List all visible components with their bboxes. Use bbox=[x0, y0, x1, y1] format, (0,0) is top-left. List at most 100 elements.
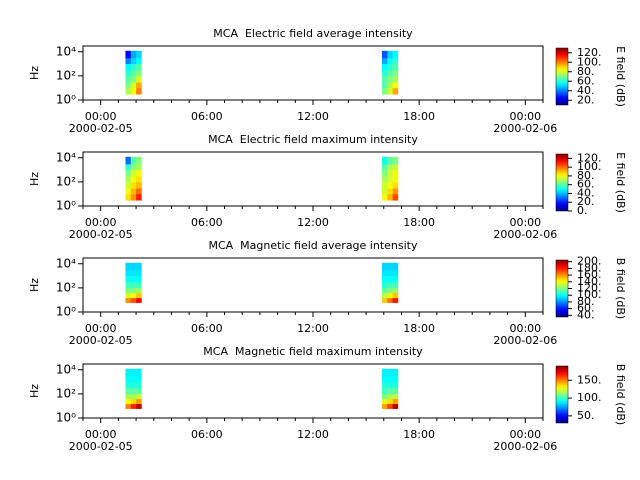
spectrogram-cell bbox=[125, 75, 132, 83]
x-tick-label: 12:00 bbox=[297, 428, 329, 441]
spectrogram-cell bbox=[125, 282, 132, 289]
x-tick-label: 18:00 bbox=[403, 110, 435, 123]
x-tick-label: 00:00 bbox=[509, 322, 541, 335]
spectrogram-cell bbox=[392, 388, 399, 395]
spectrogram-cell bbox=[125, 58, 132, 65]
colorbar-label: B field (dB) bbox=[614, 258, 627, 319]
spectrogram-cell bbox=[387, 376, 393, 383]
spectrogram-cell bbox=[125, 82, 132, 89]
x-tick-label: 06:00 bbox=[191, 428, 223, 441]
spectrogram-cell bbox=[387, 156, 393, 165]
spectrogram-cell bbox=[130, 50, 137, 59]
spectrogram-cell bbox=[130, 282, 137, 289]
spectrogram-cell bbox=[130, 388, 137, 395]
spectrogram-cell bbox=[136, 75, 142, 83]
spectrogram-cell bbox=[125, 275, 132, 283]
spectrogram-cell bbox=[136, 262, 142, 271]
spectrogram-cell bbox=[387, 169, 393, 177]
spectrogram-cell bbox=[382, 75, 388, 83]
spectrogram-cell bbox=[136, 398, 142, 405]
spectrogram-cell bbox=[130, 164, 137, 171]
spectrogram-cell bbox=[130, 82, 137, 89]
spectrogram-cell bbox=[382, 50, 388, 59]
y-tick-label: 10⁴ bbox=[56, 256, 76, 270]
colorbar-tick-label: 80. bbox=[577, 295, 595, 308]
plot-frame bbox=[82, 45, 544, 101]
spectrogram-cell bbox=[392, 169, 399, 177]
colorbar-tick-label: 200. bbox=[577, 255, 602, 268]
colorbar bbox=[555, 153, 569, 212]
spectrogram-cell bbox=[136, 193, 142, 201]
x-tick-label: 00:00 bbox=[85, 428, 117, 441]
y-axis-label: Hz bbox=[28, 278, 41, 292]
spectrogram-cell bbox=[392, 50, 399, 59]
y-tick-label: 10⁴ bbox=[56, 150, 76, 164]
spectrogram-cell bbox=[392, 188, 399, 195]
y-tick-label: 10⁴ bbox=[56, 362, 76, 376]
spectrogram-cell bbox=[130, 188, 137, 195]
y-tick-label: 10² bbox=[56, 68, 76, 82]
spectrogram-cell bbox=[392, 156, 399, 165]
spectrogram-cell bbox=[136, 181, 142, 189]
spectrogram-cell bbox=[130, 63, 137, 71]
spectrogram-cell bbox=[387, 388, 393, 395]
colorbar-label: E field (dB) bbox=[614, 46, 627, 107]
spectrogram-cell bbox=[130, 75, 137, 83]
spectrogram-cell bbox=[382, 297, 388, 303]
spectrogram-cell bbox=[392, 376, 399, 383]
spectrogram-cell bbox=[392, 292, 399, 299]
spectrogram-cell bbox=[130, 169, 137, 177]
x-tick-label: 00:00 bbox=[85, 216, 117, 229]
spectrogram-cell bbox=[387, 188, 393, 195]
spectrogram-cell bbox=[387, 398, 393, 405]
colorbar-tick-label: 40. bbox=[577, 186, 595, 199]
spectrogram-cell bbox=[387, 287, 393, 293]
spectrogram-cell bbox=[392, 164, 399, 171]
spectrogram-cell bbox=[136, 176, 142, 183]
spectrogram-cell bbox=[387, 403, 393, 409]
spectrogram-cell bbox=[130, 393, 137, 399]
spectrogram-cell bbox=[136, 381, 142, 389]
y-tick-label: 10⁰ bbox=[56, 305, 76, 319]
spectrogram-cell bbox=[387, 393, 393, 399]
spectrogram-cell bbox=[130, 368, 137, 377]
colorbar-tick-label: 60. bbox=[577, 74, 595, 87]
spectrogram-cell bbox=[382, 388, 388, 395]
spectrogram-cell bbox=[392, 398, 399, 405]
panel-title: MCA Magnetic field maximum intensity bbox=[203, 345, 423, 358]
spectrogram-cell bbox=[125, 63, 132, 71]
spectrogram-cell bbox=[136, 282, 142, 289]
colorbar-tick-label: 120. bbox=[577, 282, 602, 295]
spectrogram-cell bbox=[392, 368, 399, 377]
y-axis-label: Hz bbox=[28, 66, 41, 80]
spectrogram-cell bbox=[130, 403, 137, 409]
spectrogram-cell bbox=[382, 393, 388, 399]
spectrogram-cell bbox=[136, 275, 142, 283]
spectrogram-cell bbox=[125, 87, 132, 95]
spectrogram-cell bbox=[125, 398, 132, 405]
spectrogram-cell bbox=[125, 270, 132, 277]
x-date-label: 2000-02-06 bbox=[493, 228, 557, 241]
spectrogram-cell bbox=[125, 388, 132, 395]
spectrogram-cell bbox=[136, 376, 142, 383]
x-date-label: 2000-02-06 bbox=[493, 122, 557, 135]
spectrogram-cell bbox=[136, 403, 142, 409]
colorbar-tick-label: 20. bbox=[577, 93, 595, 106]
spectrogram-cell bbox=[382, 287, 388, 293]
spectrogram-cell bbox=[382, 169, 388, 177]
spectrogram-cell bbox=[382, 282, 388, 289]
spectrogram-cell bbox=[387, 282, 393, 289]
plot-frame bbox=[82, 363, 544, 419]
spectrogram-cell bbox=[382, 181, 388, 189]
spectrogram-cell bbox=[130, 262, 137, 271]
y-axis-label: Hz bbox=[28, 172, 41, 186]
spectrogram-cell bbox=[382, 164, 388, 171]
panel-title: MCA Magnetic field average intensity bbox=[208, 239, 417, 252]
colorbar-tick-label: 150. bbox=[577, 373, 602, 386]
colorbar-tick-label: 60. bbox=[577, 178, 595, 191]
colorbar-tick-label: 80. bbox=[577, 65, 595, 78]
spectrogram-cell bbox=[136, 169, 142, 177]
spectrogram-cell bbox=[387, 193, 393, 201]
spectrogram-cell bbox=[387, 176, 393, 183]
spectrogram-cell bbox=[382, 58, 388, 65]
